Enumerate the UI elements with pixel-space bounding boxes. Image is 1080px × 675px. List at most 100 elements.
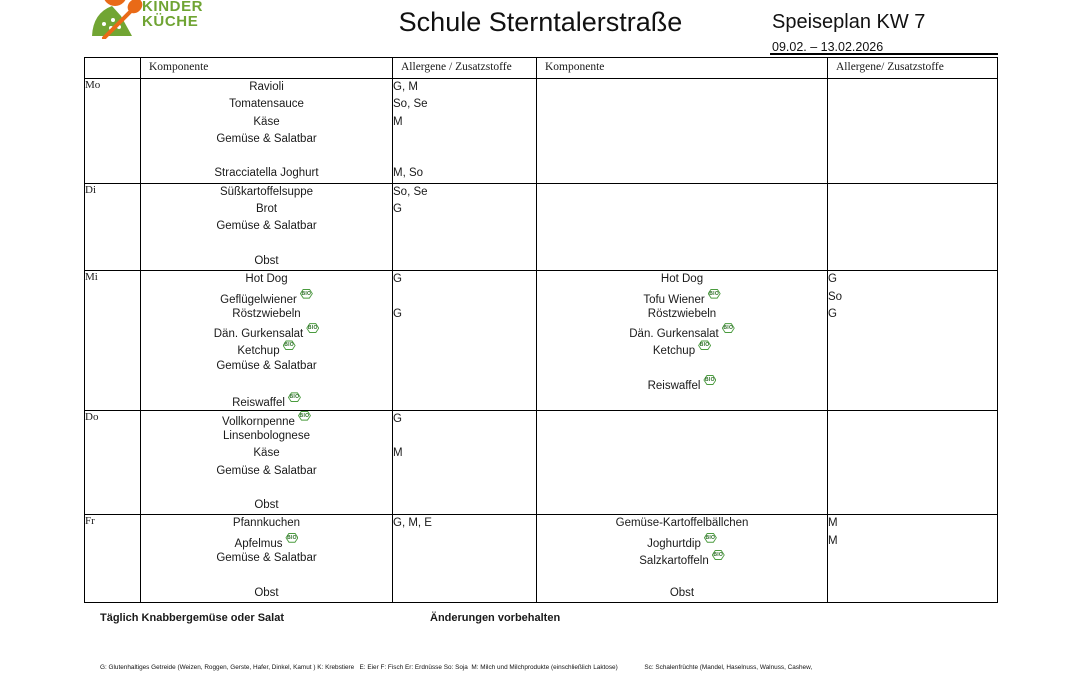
logo-line1: KINDER: [142, 0, 204, 15]
menu-table-body: Mo Ravioli Tomatensauce Käse Gemüse & Salatb…: [84, 78, 998, 603]
menu-item: Röstzwiebeln: [647, 307, 717, 320]
menu-items-right: Hot Dog Tofu Wiener BIO Röstzwiebeln Dän. Gu…: [536, 270, 828, 411]
menu-item: [141, 567, 392, 584]
allergen-value: [393, 236, 536, 253]
allergen-value: G, M, E: [393, 517, 432, 530]
allergen-value: So: [828, 290, 843, 303]
menu-item: [537, 358, 827, 375]
allergen-value: [393, 131, 536, 148]
menu-item: Tomatensauce: [229, 98, 304, 111]
allergen-value: [393, 289, 536, 306]
menu-item: Geflügelwiener BIO: [220, 288, 313, 306]
allergen-value: [393, 218, 536, 235]
menu-items-right: [536, 409, 828, 516]
menu-item: Gemüse-Kartoffelbällchen: [615, 517, 749, 530]
menu-item: Apfelmus BIO: [234, 532, 299, 550]
allergen-value: M: [828, 517, 838, 530]
menu-item: Ketchup BIO: [237, 340, 296, 358]
menu-item: Süßkartoffelsuppe: [219, 185, 314, 198]
menu-item: Reiswaffel BIO: [647, 375, 717, 393]
col-header-allergene-1: Allergene / Zusatzstoffe: [392, 57, 537, 79]
bio-seal-icon: BIO: [711, 550, 725, 561]
bio-seal-icon: BIO: [703, 532, 717, 543]
allergen-value: [393, 533, 536, 550]
bio-seal-icon: BIO: [306, 323, 320, 334]
logo-wordmark: KINDER KÜCHE: [142, 0, 203, 29]
allergen-value: [393, 463, 536, 480]
allergen-value: G: [828, 307, 837, 320]
menu-items-left: Pfannkuchen Apfelmus BIO Gemüse & Salatbar …: [140, 514, 393, 603]
bio-seal-icon: BIO: [299, 288, 313, 299]
bio-seal-icon: BIO: [703, 375, 717, 386]
allergens-right: [827, 409, 998, 516]
menu-item: Gemüse & Salatbar: [216, 220, 317, 233]
page-title: Schule Sterntalerstraße: [398, 7, 683, 37]
menu-item: [141, 480, 392, 497]
allergen-value: [828, 550, 997, 567]
menu-item: Joghurtdip BIO: [647, 532, 717, 550]
allergen-value: G, M: [393, 81, 418, 93]
menu-item: [141, 375, 392, 392]
allergen-value: [828, 358, 997, 375]
menu-row-do: Do Vollkornpenne BIO Linsenbolognese Käse Gem…: [84, 409, 998, 516]
menu-item: Ravioli: [249, 81, 284, 93]
allergen-value: G: [828, 273, 837, 286]
allergen-value: [393, 253, 536, 270]
menu-item: Hot Dog: [660, 273, 704, 286]
menu-item: Pfannkuchen: [232, 517, 301, 530]
date-range: 09.02. – 13.02.2026: [772, 40, 884, 54]
menu-item: Gemüse & Salatbar: [216, 359, 317, 372]
menu-item: Gemüse & Salatbar: [216, 132, 317, 145]
menu-item: Linsenbolognese: [223, 429, 310, 442]
allergen-value: [393, 585, 536, 602]
kinder-kueche-logo-icon: [92, 0, 143, 39]
date-underline: [770, 53, 998, 55]
menu-item: Ketchup BIO: [652, 340, 712, 358]
allergen-value: [393, 358, 536, 375]
menu-item: Stracciatella Joghurt: [214, 167, 319, 180]
allergen-value: [393, 550, 536, 567]
changes-reserved-note: Änderungen vorbehalten: [430, 612, 561, 624]
allergen-value: [393, 340, 536, 357]
allergen-value: [393, 480, 536, 497]
menu-item: Käse: [253, 447, 280, 460]
allergen-value: So, Se: [393, 98, 428, 111]
allergen-value: So, Se: [393, 185, 428, 198]
bio-seal-icon: BIO: [282, 340, 296, 351]
allergens-left: G, M, E: [392, 514, 537, 603]
allergen-value: [393, 148, 536, 165]
allergens-left: So, Se G: [392, 182, 537, 272]
day-label: Fr: [84, 514, 141, 603]
bio-seal-icon: BIO: [297, 410, 311, 421]
menu-row-fr: Fr Pfannkuchen Apfelmus BIO Gemüse & Salatba…: [84, 514, 998, 603]
allergen-value: [828, 323, 997, 340]
day-label: Di: [84, 182, 141, 272]
menu-item: Obst: [254, 586, 279, 599]
allergen-legend: G: Glutenhaltiges Getreide (Weizen, Rogg…: [100, 644, 1000, 675]
menu-item: [141, 236, 392, 253]
allergen-value: M: [393, 115, 403, 128]
bio-seal-icon: BIO: [698, 340, 712, 351]
menu-item: Brot: [255, 203, 278, 216]
menu-items-left: Vollkornpenne BIO Linsenbolognese Käse Gemüs…: [140, 409, 393, 516]
menu-row-mo: Mo Ravioli Tomatensauce Käse Gemüse & Salatb…: [84, 78, 998, 184]
menu-table: Komponente Allergene / Zusatzstoffe Komp…: [84, 57, 998, 603]
menu-item: Obst: [254, 499, 279, 512]
allergen-value: [828, 585, 997, 602]
menu-item: Gemüse & Salatbar: [216, 552, 317, 565]
bio-seal-icon: BIO: [287, 392, 301, 403]
allergen-value: M: [828, 534, 838, 547]
allergen-value: [393, 567, 536, 584]
menu-item: Vollkornpenne BIO: [222, 410, 311, 428]
allergen-value: [828, 340, 997, 357]
day-label: Do: [84, 409, 141, 516]
menu-item: [537, 567, 827, 584]
daily-veggie-note: Täglich Knabbergemüse oder Salat: [100, 612, 284, 624]
allergens-right: [827, 78, 998, 184]
allergen-value: [828, 567, 997, 584]
logo-line2: KÜCHE: [142, 12, 199, 30]
menu-items-left: Hot Dog Geflügelwiener BIO Röstzwiebeln Dän.…: [140, 270, 393, 411]
allergen-value: G: [393, 412, 402, 425]
allergen-value: [393, 392, 536, 409]
menu-items-left: Ravioli Tomatensauce Käse Gemüse & Salatbar…: [140, 78, 393, 184]
